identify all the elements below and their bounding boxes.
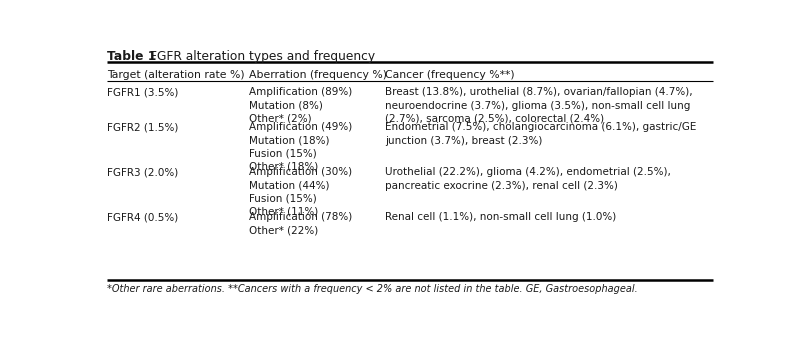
Text: Amplification (30%)
Mutation (44%)
Fusion (15%)
Other* (11%): Amplification (30%) Mutation (44%) Fusio… bbox=[249, 167, 352, 217]
Text: FGFR2 (1.5%): FGFR2 (1.5%) bbox=[107, 122, 179, 132]
Text: FGFR3 (2.0%): FGFR3 (2.0%) bbox=[107, 167, 178, 177]
Text: Target (alteration rate %): Target (alteration rate %) bbox=[107, 70, 245, 80]
Text: Breast (13.8%), urothelial (8.7%), ovarian/fallopian (4.7%),
neuroendocrine (3.7: Breast (13.8%), urothelial (8.7%), ovari… bbox=[386, 87, 693, 124]
Text: Amplification (78%)
Other* (22%): Amplification (78%) Other* (22%) bbox=[249, 212, 352, 236]
Text: *Other rare aberrations. **Cancers with a frequency < 2% are not listed in the t: *Other rare aberrations. **Cancers with … bbox=[107, 284, 638, 294]
Text: Amplification (89%)
Mutation (8%)
Other* (2%): Amplification (89%) Mutation (8%) Other*… bbox=[249, 87, 352, 124]
Text: FGFR alteration types and frequency: FGFR alteration types and frequency bbox=[150, 50, 374, 63]
Text: Urothelial (22.2%), glioma (4.2%), endometrial (2.5%),
pancreatic exocrine (2.3%: Urothelial (22.2%), glioma (4.2%), endom… bbox=[386, 167, 671, 191]
Text: Amplification (49%)
Mutation (18%)
Fusion (15%)
Other* (18%): Amplification (49%) Mutation (18%) Fusio… bbox=[249, 122, 352, 172]
Text: FGFR4 (0.5%): FGFR4 (0.5%) bbox=[107, 212, 178, 222]
Text: Endometrial (7.5%), cholangiocarcinoma (6.1%), gastric/GE
junction (3.7%), breas: Endometrial (7.5%), cholangiocarcinoma (… bbox=[386, 122, 697, 146]
Text: FGFR1 (3.5%): FGFR1 (3.5%) bbox=[107, 87, 179, 97]
Text: Aberration (frequency %): Aberration (frequency %) bbox=[249, 70, 386, 80]
Text: Renal cell (1.1%), non-small cell lung (1.0%): Renal cell (1.1%), non-small cell lung (… bbox=[386, 212, 617, 222]
Text: Cancer (frequency %**): Cancer (frequency %**) bbox=[386, 70, 515, 80]
Text: Table 1: Table 1 bbox=[107, 50, 157, 63]
